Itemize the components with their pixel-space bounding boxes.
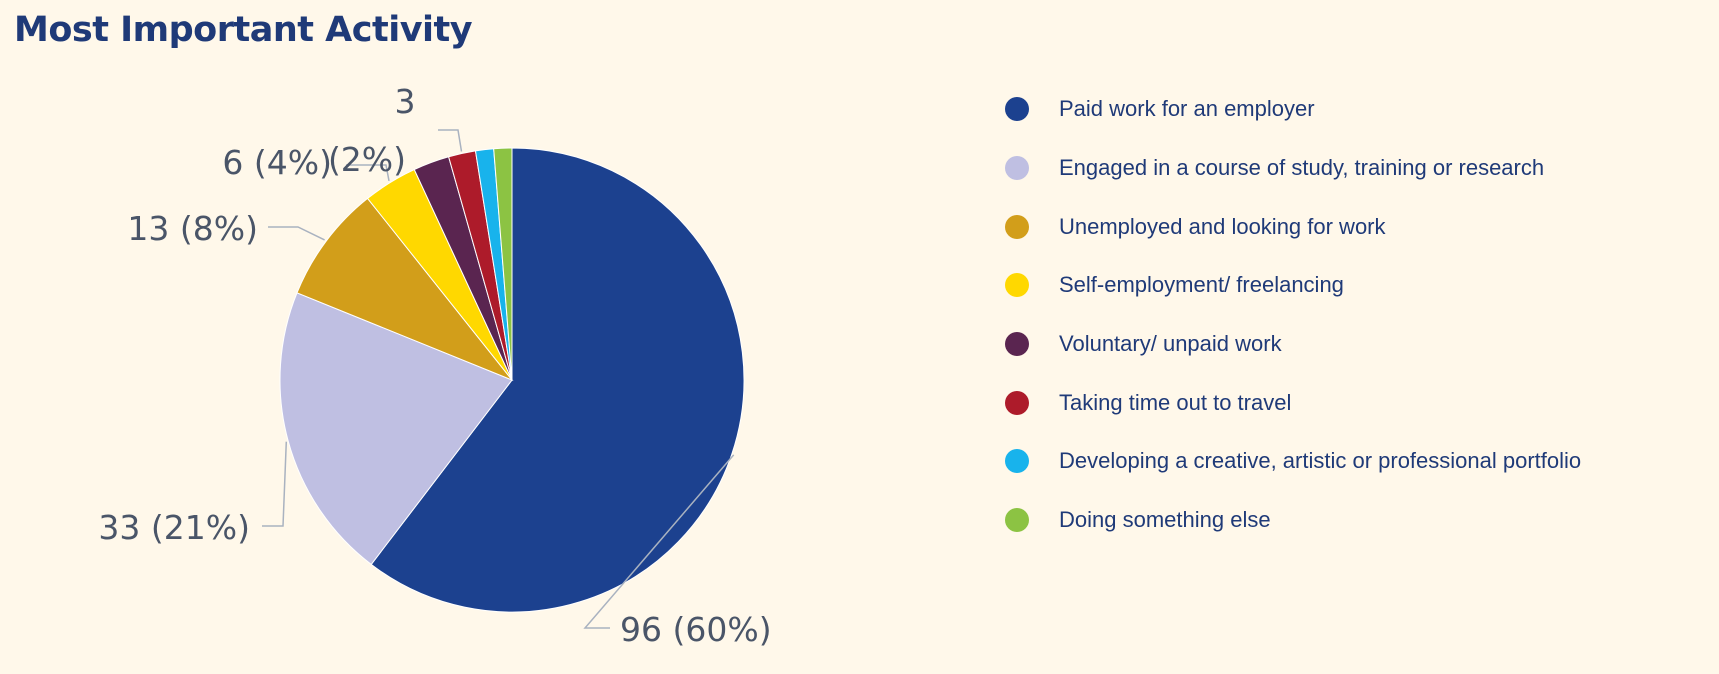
- legend-label: Engaged in a course of study, training o…: [1059, 155, 1545, 181]
- legend-marker: [1005, 214, 1029, 239]
- chart-title: Most Important Activity: [14, 10, 473, 50]
- legend-item-doing-something-else: Doing something else: [1005, 491, 1581, 550]
- pie-slice-paid-work-for-an-employer: [370, 147, 745, 613]
- legend-item-unemployed-and-looking-for-work: Unemployed and looking for work: [1005, 197, 1581, 256]
- leader-line-engaged-in-a-course-of-study-training-or-research: [262, 441, 288, 527]
- legend-item-developing-a-creative-artistic-or-professional-portfolio: Developing a creative, artistic or profe…: [1005, 432, 1581, 491]
- data-label-engaged-in-a-course-of-study-training-or-research: 33 (21%): [98, 508, 250, 547]
- legend-label: Paid work for an employer: [1059, 96, 1315, 122]
- legend-label: Voluntary/ unpaid work: [1059, 331, 1282, 357]
- legend-item-taking-time-out-to-travel: Taking time out to travel: [1005, 373, 1581, 432]
- legend-marker: [1005, 156, 1029, 181]
- data-label-taking-time-out-to-travel: 3 (2%): [328, 82, 416, 179]
- data-label-paid-work-for-an-employer: 96 (60%): [620, 610, 772, 649]
- pie-slice-doing-something-else: [493, 147, 513, 381]
- legend-marker: [1005, 449, 1029, 474]
- legend-label: Developing a creative, artistic or profe…: [1059, 448, 1582, 474]
- data-label-unemployed-and-looking-for-work: 13 (8%): [127, 209, 258, 248]
- legend-item-engaged-in-a-course-of-study-training-or-research: Engaged in a course of study, training o…: [1005, 139, 1581, 198]
- pie-slice-engaged-in-a-course-of-study-training-or-research: [279, 292, 513, 566]
- legend-item-paid-work-for-an-employer: Paid work for an employer: [1005, 80, 1581, 139]
- leader-line-taking-time-out-to-travel: [438, 129, 463, 152]
- legend-label: Self-employment/ freelancing: [1059, 272, 1344, 298]
- data-label-self-employment-freelancing: 6 (4%): [222, 143, 332, 182]
- pie-slice-unemployed-and-looking-for-work: [296, 197, 514, 382]
- legend-item-voluntary-unpaid-work: Voluntary/ unpaid work: [1005, 315, 1581, 374]
- legend-marker: [1005, 332, 1029, 357]
- legend-item-self-employment-freelancing: Self-employment/ freelancing: [1005, 256, 1581, 315]
- leader-line-unemployed-and-looking-for-work: [268, 226, 325, 241]
- chart-legend: Paid work for an employer Engaged in a co…: [1005, 80, 1581, 550]
- leader-line-paid-work-for-an-employer: [583, 454, 735, 629]
- legend-label: Taking time out to travel: [1059, 389, 1292, 415]
- legend-marker: [1005, 508, 1029, 533]
- legend-marker: [1005, 97, 1029, 122]
- legend-label: Unemployed and looking for work: [1059, 213, 1386, 239]
- legend-label: Doing something else: [1059, 507, 1271, 533]
- legend-marker: [1005, 390, 1029, 415]
- leader-line-self-employment-freelancing: [346, 164, 390, 182]
- legend-marker: [1005, 273, 1029, 298]
